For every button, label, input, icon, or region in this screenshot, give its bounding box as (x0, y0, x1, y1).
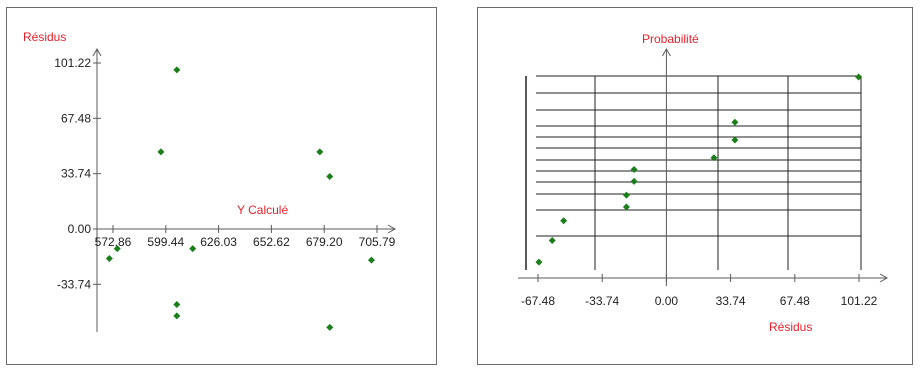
data-point (173, 312, 181, 320)
data-point (367, 256, 375, 264)
x-tick-label: 679.20 (306, 235, 343, 249)
data-point (630, 166, 638, 174)
y-axis-title: Résidus (23, 30, 66, 44)
data-point (548, 236, 556, 244)
x-tick-label: 626.03 (200, 235, 237, 249)
y-tick-label: 33.74 (61, 167, 91, 181)
x-tick-label: 705.79 (359, 235, 396, 249)
data-point (731, 136, 739, 144)
normal-probability-chart: Probabilité Résidus -67.48 -33.74 0.00 33.7… (518, 32, 889, 334)
residuals-vs-fitted-panel: Résidus Y Calculé -33.74 0.00 33.74 67.48 10… (6, 7, 437, 365)
data-point (622, 191, 630, 199)
y-axis-title: Probabilité (642, 32, 699, 46)
x-tick-label: -67.48 (521, 294, 555, 308)
data-point (316, 148, 324, 156)
data-point (105, 255, 113, 263)
x-axis-title: Résidus (769, 320, 812, 334)
x-tick-label: 101.22 (841, 294, 878, 308)
data-point (326, 323, 334, 331)
data-point (113, 245, 121, 253)
data-point (710, 154, 718, 162)
data-point (630, 177, 638, 185)
y-tick-label: -33.74 (57, 277, 91, 291)
data-point (731, 118, 739, 126)
data-point (157, 148, 165, 156)
x-tick-label: 599.44 (147, 235, 184, 249)
y-tick-label: 101.22 (54, 56, 91, 70)
x-tick-label: 572.86 (95, 235, 132, 249)
x-tick-label: 67.48 (780, 294, 810, 308)
data-point (560, 217, 568, 225)
x-axis-arrow (879, 273, 889, 283)
data-point (189, 245, 197, 253)
y-axis-arrow (92, 47, 102, 57)
x-axis-title: Y Calculé (237, 203, 288, 217)
y-axis-arrow (661, 47, 671, 57)
x-tick-label: -33.74 (585, 294, 619, 308)
data-point (855, 73, 863, 81)
x-tick-label: 0.00 (655, 294, 679, 308)
y-tick-label: 0.00 (68, 222, 92, 236)
data-point (173, 66, 181, 74)
data-point (173, 300, 181, 308)
residuals-vs-fitted-chart: Résidus Y Calculé -33.74 0.00 33.74 67.48 10… (23, 30, 397, 332)
data-point (326, 173, 334, 181)
x-axis-arrow (387, 224, 397, 234)
x-tick-label: 652.62 (253, 235, 290, 249)
data-point (535, 258, 543, 266)
normal-probability-panel: Probabilité Résidus -67.48 -33.74 0.00 33.7… (477, 7, 913, 365)
x-tick-label: 33.74 (716, 294, 746, 308)
y-tick-label: 67.48 (61, 111, 91, 125)
data-point (622, 203, 630, 211)
